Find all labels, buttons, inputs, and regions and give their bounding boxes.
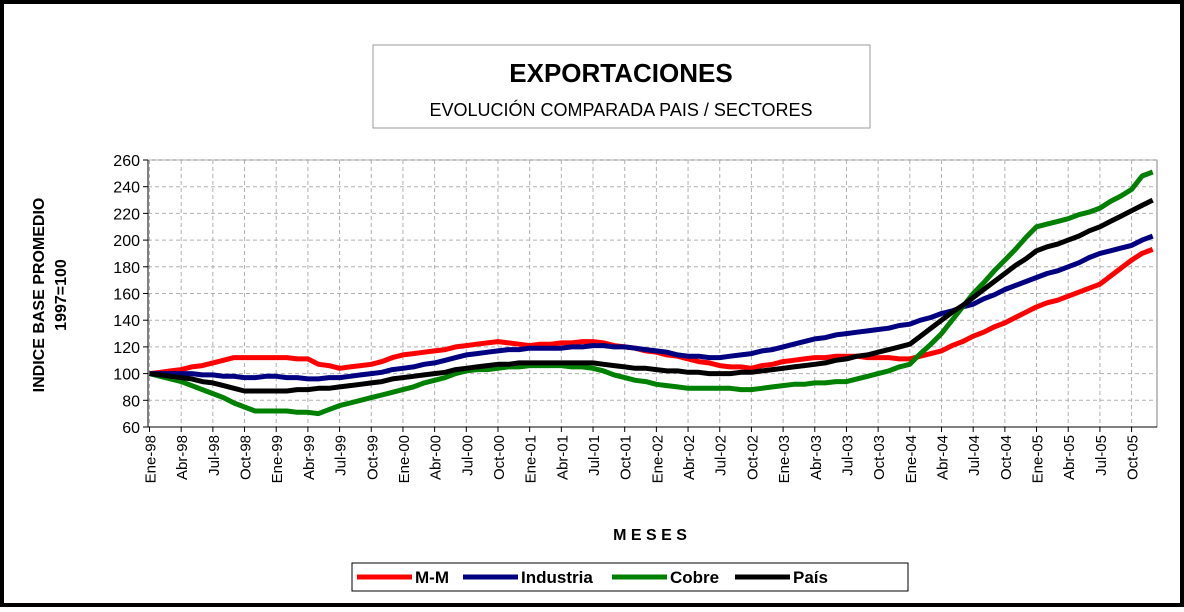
x-tick-label: Ene-02: [649, 435, 666, 483]
title-box: [372, 44, 871, 129]
y-tick-label: 200: [113, 233, 140, 250]
x-tick-label: Ene-04: [903, 435, 920, 483]
x-tick-label: Ene-00: [396, 435, 413, 483]
series-line: [148, 169, 1154, 417]
legend-label: Cobre: [670, 568, 719, 587]
x-tick-label: Abr-03: [808, 435, 825, 480]
x-tick-label: Ene-99: [269, 435, 286, 483]
legend-label: País: [793, 568, 828, 587]
x-tick-label: Abr-99: [301, 435, 318, 480]
x-tick-label: Abr-98: [174, 435, 191, 480]
x-tick-label: Ene-03: [776, 435, 793, 483]
x-tick-label: Ene-01: [523, 435, 540, 483]
y-axis-label: 1997=100: [53, 259, 70, 331]
x-tick-label: Jul-00: [459, 435, 476, 476]
x-tick-label: Jul-03: [839, 435, 856, 476]
x-tick-label: Abr-02: [681, 435, 698, 480]
chart-subtitle: EVOLUCIÓN COMPARADA PAIS / SECTORES: [429, 99, 812, 120]
y-tick-label: 100: [113, 367, 140, 384]
series-line: [149, 197, 1154, 394]
chart-title: EXPORTACIONES: [509, 58, 732, 88]
y-tick-label: 60: [122, 420, 140, 437]
x-tick-label: Oct-99: [364, 435, 381, 480]
x-tick-label: Ene-98: [143, 435, 160, 483]
x-tick-label: Abr-05: [1061, 435, 1078, 480]
x-tick-label: Abr-00: [428, 435, 445, 480]
y-tick-label: 180: [113, 260, 140, 277]
x-tick-label: Jul-99: [333, 435, 350, 476]
x-tick-label: Oct-00: [491, 435, 508, 480]
x-tick-label: Oct-05: [1125, 435, 1142, 480]
y-tick-label: 260: [113, 153, 140, 170]
x-tick-label: Jul-01: [586, 435, 603, 476]
x-tick-label: Abr-04: [935, 435, 952, 480]
x-tick-label: Abr-01: [554, 435, 571, 480]
x-tick-label: Jul-02: [713, 435, 730, 476]
y-tick-label: 220: [113, 206, 140, 223]
y-tick-label: 160: [113, 287, 140, 304]
y-axis-label: INDICE BASE PROMEDIO: [31, 198, 48, 393]
y-tick-label: 240: [113, 180, 140, 197]
legend-label: M-M: [415, 568, 449, 587]
x-tick-label: Oct-02: [744, 435, 761, 480]
y-tick-label: 120: [113, 340, 140, 357]
series-line: [149, 233, 1154, 382]
x-axis-label: M E S E S: [613, 527, 687, 544]
y-tick-label: 80: [122, 393, 140, 410]
x-tick-label: Jul-04: [966, 435, 983, 476]
x-tick-label: Oct-03: [871, 435, 888, 480]
x-tick-label: Ene-05: [1030, 435, 1047, 483]
y-tick-label: 140: [113, 313, 140, 330]
x-tick-label: Oct-04: [998, 435, 1015, 480]
x-tick-label: Oct-98: [238, 435, 255, 480]
x-tick-label: Jul-98: [206, 435, 223, 476]
legend-label: Industria: [521, 568, 593, 587]
x-tick-label: Oct-01: [618, 435, 635, 480]
x-tick-label: Jul-05: [1093, 435, 1110, 476]
